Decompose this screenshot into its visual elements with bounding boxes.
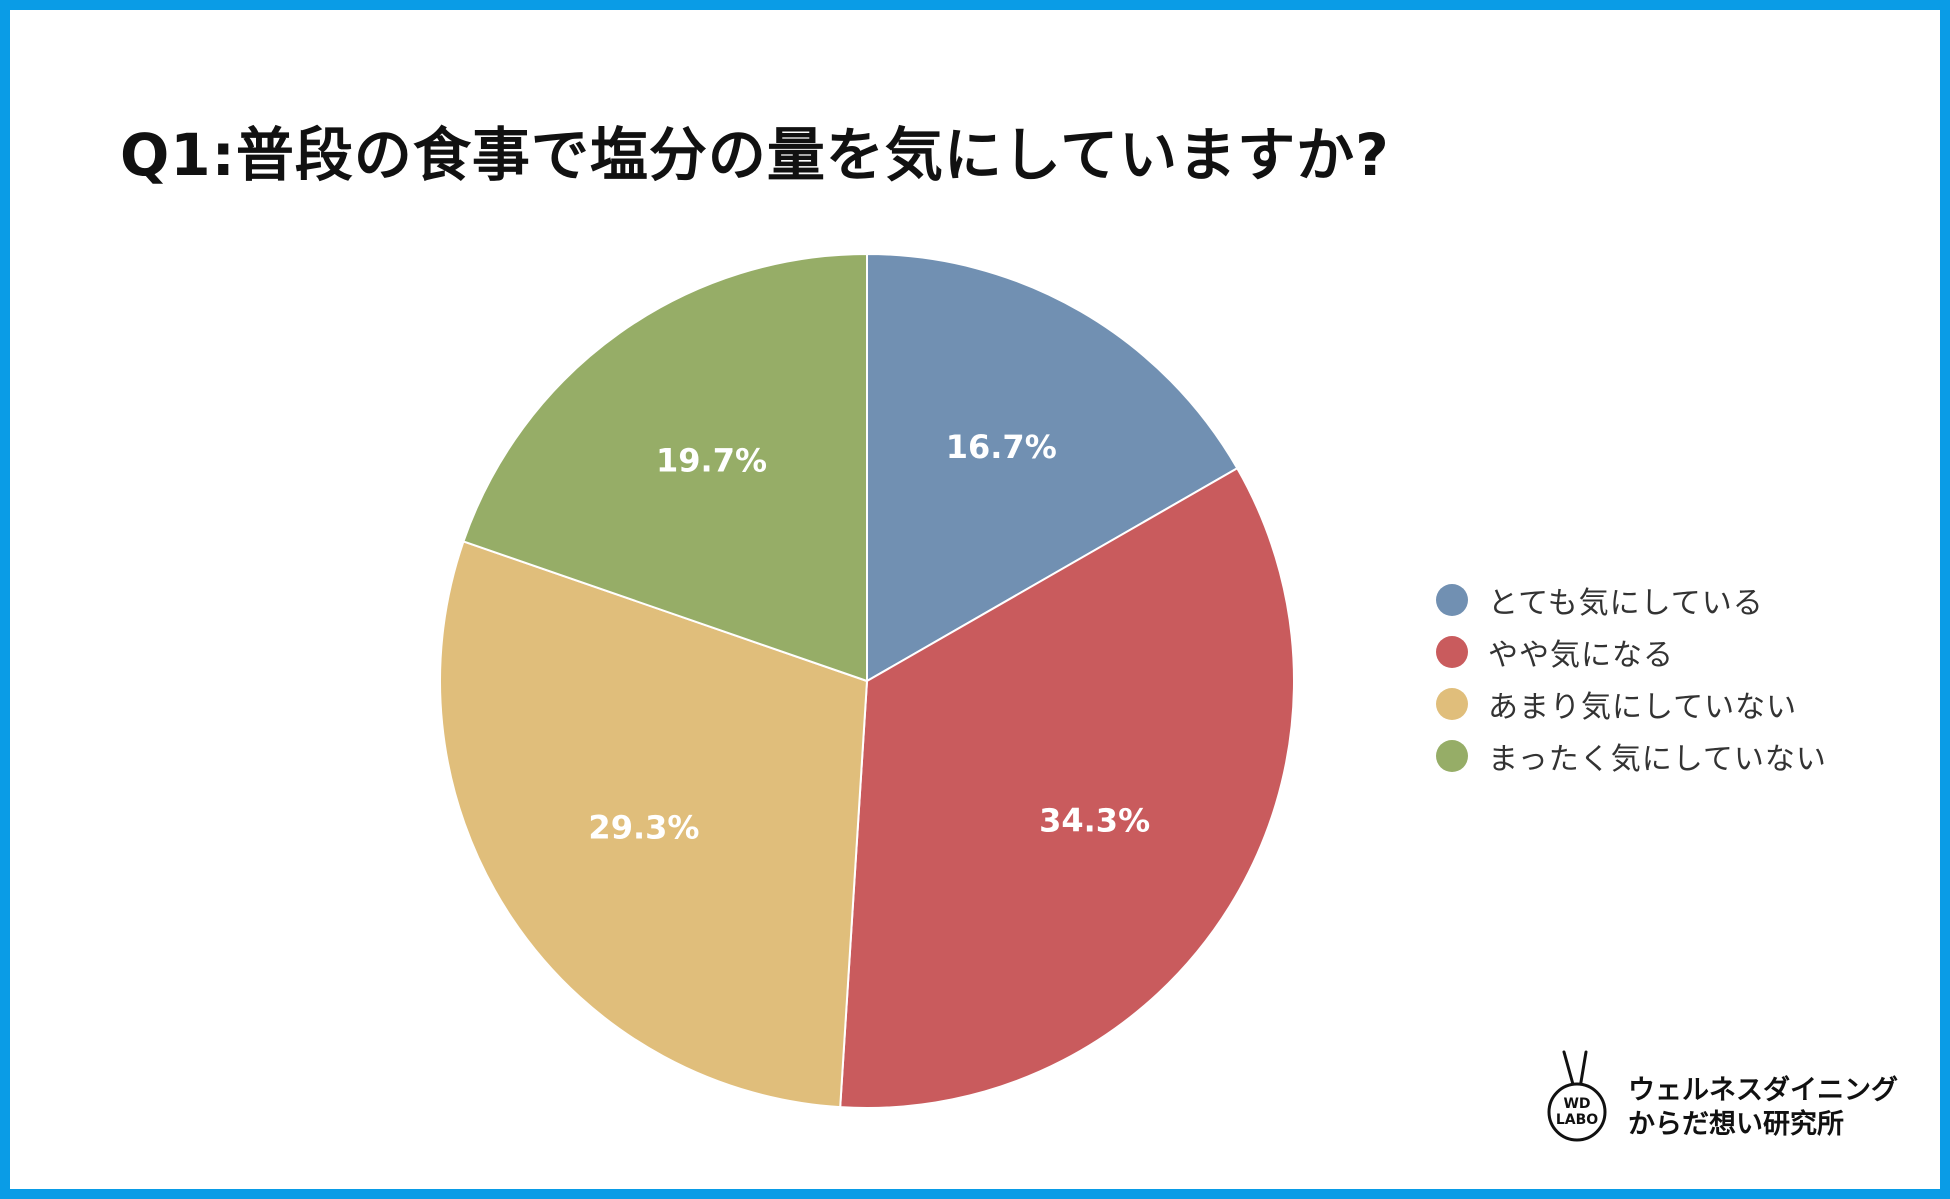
pie-slice-label-2: 34.3%: [1039, 801, 1150, 839]
logo-text: ウェルネスダイニング からだ想い研究所: [1628, 1074, 1898, 1142]
svg-text:WD: WD: [1563, 1096, 1590, 1112]
pie-slice-labels: 16.7% 34.3% 29.3% 19.7%: [588, 428, 1150, 846]
pie-slice-4: [462, 252, 868, 683]
pie-slice-3: [439, 540, 869, 1109]
legend-item-1: とても気にしている: [1436, 574, 1827, 626]
wd-labo-logo-icon: WD LABO: [1547, 1050, 1607, 1142]
legend-label-1: とても気にしている: [1488, 586, 1764, 621]
pie-slice-label-4: 19.7%: [656, 442, 767, 480]
legend-label-2: やや気になる: [1488, 638, 1674, 673]
legend-item-4: まったく気にしていない: [1436, 730, 1827, 782]
legend: とても気にしている やや気になる あまり気にしていない まったく気にしていない: [1436, 574, 1827, 782]
legend-label-4: まったく気にしていない: [1488, 742, 1827, 777]
legend-swatch-1: [1436, 584, 1468, 616]
legend-item-3: あまり気にしていない: [1436, 678, 1827, 730]
logo-line-1: ウェルネスダイニング: [1628, 1075, 1898, 1106]
pie-slice-2: [839, 466, 1296, 1109]
legend-item-2: やや気になる: [1436, 626, 1827, 678]
pie-slices: [439, 252, 1296, 1109]
chart-title: Q1:普段の食事で塩分の量を気にしていますか?: [120, 121, 1390, 189]
legend-swatch-4: [1436, 740, 1468, 772]
legend-swatch-3: [1436, 688, 1468, 720]
svg-text:LABO: LABO: [1556, 1112, 1598, 1128]
legend-swatch-2: [1436, 636, 1468, 668]
logo-line-2: からだ想い研究所: [1628, 1109, 1844, 1140]
pie-slice-label-3: 29.3%: [588, 809, 699, 847]
pie-slice-1: [866, 252, 1239, 683]
legend-label-3: あまり気にしていない: [1488, 690, 1798, 725]
pie-slice-label-1: 16.7%: [946, 428, 1057, 466]
